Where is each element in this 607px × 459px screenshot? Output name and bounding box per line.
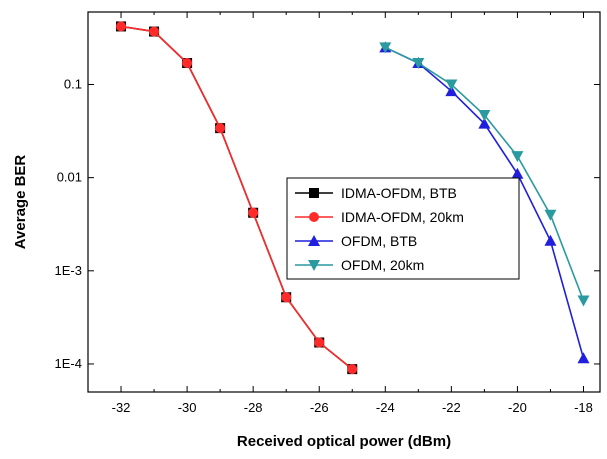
axis-ticks: -32 -30 -28 -26 -24 -22 -20 -18 1E-4 1E-3 0.01 0.1 (55, 12, 600, 415)
series-4 (379, 42, 590, 307)
legend-item: IDMA-OFDM, BTB (295, 185, 457, 201)
data-point (445, 85, 458, 97)
x-tick-label: -26 (310, 400, 329, 415)
legend-label: OFDM, BTB (341, 233, 417, 249)
y-axis-title: Average BER (12, 155, 29, 250)
series-2 (116, 21, 358, 375)
legend-marker (308, 260, 320, 271)
data-point (281, 292, 292, 303)
data-point (149, 26, 160, 37)
x-axis-title: Received optical power (dBm) (237, 433, 451, 450)
data-point (544, 209, 557, 221)
legend-marker (309, 212, 319, 222)
x-tick-label: -30 (178, 400, 197, 415)
data-point (577, 352, 590, 364)
data-point (347, 364, 358, 375)
legend-item: OFDM, 20km (295, 257, 424, 273)
data-point (116, 21, 127, 32)
legend-label: IDMA-OFDM, BTB (341, 185, 457, 201)
data-point (412, 58, 425, 70)
legend-marker (308, 235, 320, 246)
data-point (445, 79, 458, 91)
legend-label: OFDM, 20km (341, 257, 424, 273)
legend: IDMA-OFDM, BTB IDMA-OFDM, 20km OFDM, BTB OF… (286, 177, 520, 280)
data-point (182, 58, 193, 69)
data-point (511, 167, 524, 179)
plot-frame (87, 11, 601, 393)
series-layer (116, 21, 590, 375)
data-point (511, 151, 524, 163)
data-point (577, 295, 590, 307)
x-tick-label: -32 (112, 400, 131, 415)
x-tick-label: -28 (244, 400, 263, 415)
legend-item: IDMA-OFDM, 20km (295, 209, 464, 225)
legend-label: IDMA-OFDM, 20km (341, 209, 464, 225)
x-tick-label: -22 (442, 400, 461, 415)
data-point (544, 234, 557, 246)
legend-item: OFDM, BTB (295, 233, 417, 249)
x-tick-label: -24 (376, 400, 395, 415)
legend-box (286, 177, 520, 280)
y-tick-label: 0.01 (57, 170, 82, 185)
y-tick-label: 1E-3 (55, 263, 82, 278)
data-point (248, 207, 259, 218)
data-point (379, 42, 392, 54)
series-line (120, 25, 353, 370)
legend-marker (309, 188, 319, 198)
data-point (478, 117, 491, 129)
legend-items: IDMA-OFDM, BTB IDMA-OFDM, 20km OFDM, BTB OF… (295, 185, 464, 273)
x-tick-label: -18 (574, 400, 593, 415)
data-point (314, 337, 325, 348)
y-tick-label: 1E-4 (55, 356, 82, 371)
y-tick-label: 0.1 (64, 76, 82, 91)
data-point (215, 123, 226, 134)
data-point (478, 110, 491, 122)
x-tick-label: -20 (508, 400, 527, 415)
